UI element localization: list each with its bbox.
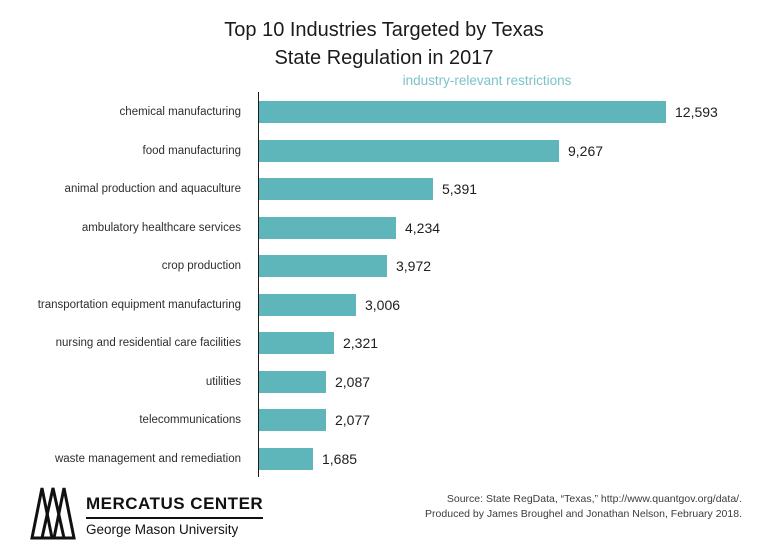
logo-text: MERCATUS CENTER George Mason University bbox=[86, 494, 264, 537]
chart-row: animal production and aquaculture 5,391 bbox=[0, 170, 768, 209]
bar bbox=[259, 332, 334, 355]
bar bbox=[259, 447, 313, 470]
chart-row: nursing and residential care facilities 2… bbox=[0, 324, 768, 363]
bar bbox=[259, 370, 326, 393]
chart-row: telecommunications 2,077 bbox=[0, 401, 768, 440]
chart-subtitle: industry-relevant restrictions bbox=[402, 73, 572, 88]
source-line-1: Source: State RegData, “Texas,” http://w… bbox=[446, 493, 742, 505]
chart-row: chemical manufacturing 12,593 bbox=[0, 93, 768, 132]
chart-row: crop production 3,972 bbox=[0, 247, 768, 286]
category-label: food manufacturing bbox=[142, 144, 241, 157]
footer: MERCATUS CENTER George Mason University … bbox=[0, 486, 768, 545]
value-label: 2,321 bbox=[343, 335, 379, 352]
value-label: 2,087 bbox=[335, 373, 371, 390]
category-label: telecommunications bbox=[139, 414, 241, 427]
value-label: 12,593 bbox=[675, 104, 718, 121]
category-label: crop production bbox=[161, 260, 241, 273]
value-label: 2,077 bbox=[335, 412, 371, 429]
source-attribution: Source: State RegData, “Texas,” http://w… bbox=[425, 492, 742, 522]
chart-row: waste management and remediation 1,685 bbox=[0, 440, 768, 479]
value-label: 4,234 bbox=[405, 219, 441, 236]
logo-subtitle: George Mason University bbox=[86, 522, 239, 537]
bar bbox=[259, 178, 433, 201]
category-label: chemical manufacturing bbox=[119, 106, 241, 119]
bar bbox=[259, 409, 326, 432]
chart-row: ambulatory healthcare services 4,234 bbox=[0, 209, 768, 248]
chart-title: Top 10 Industries Targeted by Texas Stat… bbox=[0, 16, 768, 72]
category-label: waste management and remediation bbox=[54, 452, 241, 465]
value-label: 1,685 bbox=[322, 450, 358, 467]
chart-title-line1: Top 10 Industries Targeted by Texas bbox=[224, 19, 544, 41]
source-line-2: Produced by James Broughel and Jonathan … bbox=[425, 508, 742, 520]
value-label: 3,972 bbox=[396, 258, 432, 275]
chart-row: transportation equipment manufacturing 3,… bbox=[0, 286, 768, 325]
bar bbox=[259, 216, 396, 239]
value-label: 5,391 bbox=[442, 181, 478, 198]
bar bbox=[259, 293, 356, 316]
category-label: animal production and aquaculture bbox=[64, 183, 241, 196]
bar bbox=[259, 255, 387, 278]
bar-chart: chemical manufacturing 12,593 food manufac… bbox=[0, 93, 768, 478]
chart-row: utilities 2,087 bbox=[0, 363, 768, 402]
category-label: utilities bbox=[205, 375, 241, 388]
bar bbox=[259, 139, 559, 162]
chart-title-line2: State Regulation in 2017 bbox=[274, 47, 494, 69]
mercatus-m-icon bbox=[30, 486, 76, 545]
value-label: 3,006 bbox=[365, 296, 401, 313]
category-label: nursing and residential care facilities bbox=[55, 337, 241, 350]
value-label: 9,267 bbox=[568, 142, 604, 159]
bar bbox=[259, 101, 666, 124]
category-label: transportation equipment manufacturing bbox=[37, 298, 241, 311]
y-axis-line bbox=[258, 92, 259, 477]
mercatus-logo: MERCATUS CENTER George Mason University bbox=[30, 486, 264, 545]
logo-title: MERCATUS CENTER bbox=[86, 494, 264, 519]
category-label: ambulatory healthcare services bbox=[81, 221, 241, 234]
chart-row: food manufacturing 9,267 bbox=[0, 132, 768, 171]
